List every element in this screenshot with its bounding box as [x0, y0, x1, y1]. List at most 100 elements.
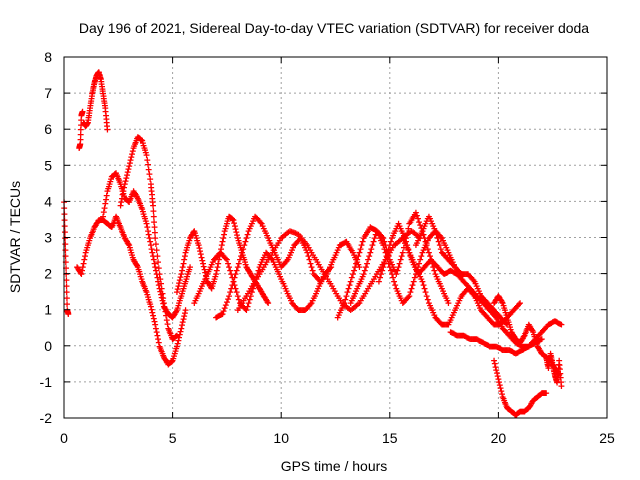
data-point: +	[363, 228, 370, 241]
data-point: +	[525, 320, 532, 333]
data-point: +	[86, 104, 93, 117]
x-axis-label: GPS time / hours	[281, 458, 388, 474]
data-point: +	[111, 168, 118, 181]
data-point: +	[79, 106, 86, 119]
data-point: +	[84, 241, 91, 254]
data-point: +	[229, 278, 236, 291]
data-point: +	[398, 294, 405, 307]
data-point: +	[95, 213, 102, 226]
data-point: +	[296, 304, 303, 317]
data-point: +	[513, 408, 520, 421]
data-point: +	[292, 227, 299, 240]
data-point: +	[323, 265, 330, 278]
data-point: +	[518, 344, 525, 357]
data-point: +	[530, 394, 537, 407]
data-point: +	[517, 335, 524, 348]
data-point: +	[162, 305, 169, 318]
data-point: +	[492, 318, 499, 331]
data-point: +	[528, 339, 535, 352]
data-point: +	[344, 237, 351, 250]
data-point: +	[99, 80, 106, 93]
data-point: +	[492, 305, 499, 318]
data-point: +	[335, 241, 342, 254]
data-point: +	[549, 358, 556, 371]
data-point: +	[158, 345, 165, 358]
data-point: +	[508, 331, 515, 344]
data-point: +	[77, 139, 84, 152]
data-point: +	[145, 163, 152, 176]
data-point: +	[74, 260, 81, 273]
data-point: +	[435, 235, 442, 248]
data-point: +	[126, 159, 133, 172]
data-point: +	[394, 284, 401, 297]
data-point: +	[98, 75, 105, 88]
data-point: +	[427, 212, 434, 225]
data-point: +	[208, 258, 215, 271]
data-point: +	[158, 291, 165, 304]
data-point: +	[382, 253, 389, 266]
data-point: +	[162, 303, 169, 316]
data-point: +	[366, 280, 373, 293]
data-point: +	[292, 238, 299, 251]
data-point: +	[420, 228, 427, 241]
data-point: +	[491, 297, 498, 310]
data-point: +	[384, 246, 391, 259]
data-point: +	[155, 256, 162, 269]
data-point: +	[396, 289, 403, 302]
data-point: +	[135, 194, 142, 207]
data-point: +	[522, 404, 529, 417]
data-point: +	[380, 232, 387, 245]
data-point: +	[464, 331, 471, 344]
data-point: +	[508, 306, 515, 319]
data-point: +	[283, 284, 290, 297]
data-point: +	[445, 265, 452, 278]
data-point: +	[543, 351, 550, 364]
data-point: +	[470, 286, 477, 299]
data-point: +	[541, 349, 548, 362]
data-point: +	[550, 362, 557, 375]
data-point: +	[510, 328, 517, 341]
data-point: +	[465, 280, 472, 293]
data-point: +	[534, 335, 541, 348]
data-point: +	[364, 257, 371, 270]
data-point: +	[215, 310, 222, 323]
data-point: +	[523, 403, 530, 416]
data-point: +	[440, 234, 447, 247]
data-point: +	[506, 403, 513, 416]
data-point: +	[512, 333, 519, 346]
data-point: +	[247, 220, 254, 233]
data-point: +	[511, 335, 518, 348]
data-point: +	[496, 316, 503, 329]
data-point: +	[338, 238, 345, 251]
data-point: +	[386, 253, 393, 266]
data-point: +	[90, 82, 97, 95]
data-point: +	[401, 234, 408, 247]
data-point: +	[152, 318, 159, 331]
data-point: +	[318, 274, 325, 287]
data-point: +	[166, 308, 173, 321]
data-point: +	[300, 236, 307, 249]
data-point: +	[413, 260, 420, 273]
data-point: +	[155, 333, 162, 346]
data-point: +	[272, 241, 279, 254]
data-point: +	[334, 244, 341, 257]
data-point: +	[166, 357, 173, 370]
data-point: +	[456, 329, 463, 342]
data-point: +	[213, 268, 220, 281]
data-point: +	[175, 299, 182, 312]
data-point: +	[295, 228, 302, 241]
data-point: +	[414, 236, 421, 249]
data-point: +	[491, 340, 498, 353]
data-point: +	[127, 156, 134, 169]
data-point: +	[497, 342, 504, 355]
data-point: +	[127, 244, 134, 257]
data-point: +	[76, 141, 83, 154]
data-point: +	[171, 331, 178, 344]
data-point: +	[87, 99, 94, 112]
data-point: +	[115, 172, 122, 185]
data-point: +	[451, 327, 458, 340]
data-point: +	[468, 333, 475, 346]
data-point: +	[378, 229, 385, 242]
data-point: +	[529, 336, 536, 349]
data-point: +	[534, 330, 541, 343]
